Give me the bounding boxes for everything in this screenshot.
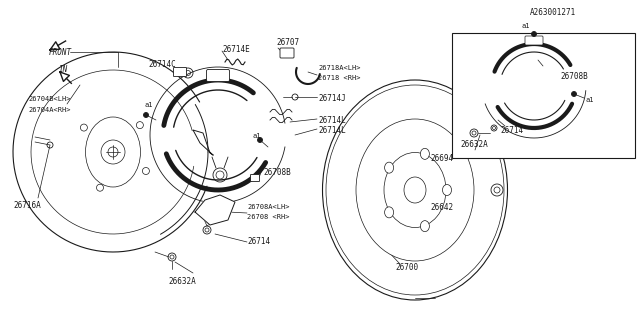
FancyBboxPatch shape [280, 48, 294, 58]
Text: 26704B<LH>: 26704B<LH> [28, 96, 70, 102]
Ellipse shape [385, 162, 394, 173]
Bar [452, 33, 635, 158]
Text: 26716A: 26716A [13, 201, 41, 210]
Text: 26714L: 26714L [318, 125, 346, 134]
Text: FRONT: FRONT [49, 47, 72, 57]
Text: 26632A: 26632A [460, 140, 488, 148]
Text: 26714J: 26714J [318, 93, 346, 102]
Text: 26707: 26707 [276, 37, 299, 46]
Ellipse shape [385, 207, 394, 218]
Text: 26694: 26694 [430, 154, 453, 163]
Text: a1: a1 [252, 133, 260, 139]
Text: 26708A<LH>: 26708A<LH> [247, 204, 289, 210]
Text: 26708B: 26708B [263, 167, 291, 177]
Text: a1: a1 [585, 97, 593, 103]
FancyBboxPatch shape [250, 174, 259, 181]
Text: 26632A: 26632A [168, 277, 196, 286]
Text: 26642: 26642 [430, 204, 453, 212]
Text: 26700: 26700 [395, 263, 418, 273]
Circle shape [572, 92, 577, 97]
Text: IN: IN [59, 65, 68, 74]
Text: 26714: 26714 [500, 125, 523, 134]
Text: 26708B: 26708B [560, 71, 588, 81]
Ellipse shape [420, 148, 429, 159]
Ellipse shape [323, 80, 508, 300]
Text: 26714C: 26714C [148, 60, 176, 68]
Ellipse shape [384, 153, 446, 228]
Text: 26704A<RH>: 26704A<RH> [28, 107, 70, 113]
Text: a1: a1 [522, 23, 531, 29]
Text: 26714E: 26714E [222, 44, 250, 53]
Text: 26708 <RH>: 26708 <RH> [247, 214, 289, 220]
Text: a1: a1 [144, 102, 152, 108]
FancyBboxPatch shape [207, 69, 230, 82]
Text: 26718 <RH>: 26718 <RH> [318, 75, 360, 81]
Ellipse shape [442, 185, 451, 196]
FancyBboxPatch shape [173, 68, 186, 76]
Text: A263001271: A263001271 [530, 7, 576, 17]
Circle shape [531, 31, 536, 36]
Text: 26714L: 26714L [318, 116, 346, 124]
Text: 26714: 26714 [247, 237, 270, 246]
FancyBboxPatch shape [525, 36, 543, 45]
Text: 26718A<LH>: 26718A<LH> [318, 65, 360, 71]
Circle shape [143, 113, 148, 117]
Ellipse shape [404, 177, 426, 203]
Ellipse shape [356, 119, 474, 261]
Ellipse shape [420, 221, 429, 232]
Circle shape [257, 138, 262, 142]
Polygon shape [195, 195, 235, 225]
